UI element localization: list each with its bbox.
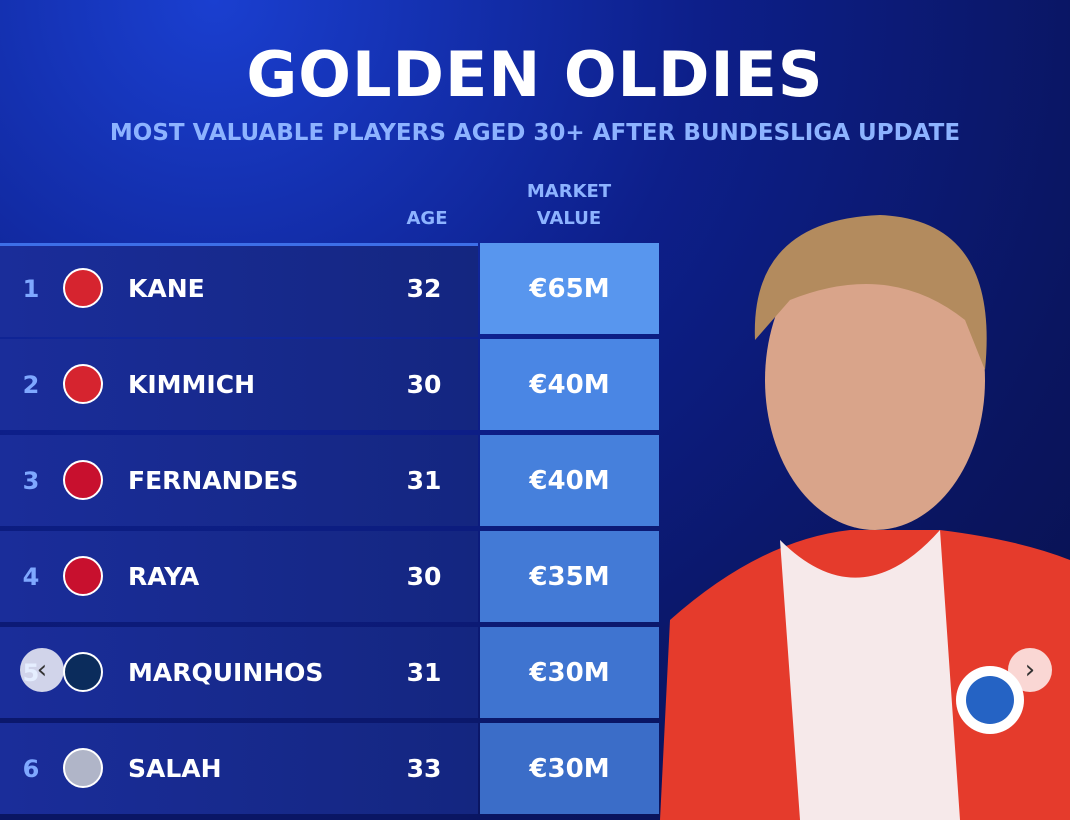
age: 31: [406, 466, 442, 495]
market-value: €65M: [480, 243, 659, 334]
club-logo: [63, 364, 103, 404]
rank: 3: [22, 467, 40, 495]
age: 32: [406, 274, 442, 303]
age: 31: [406, 658, 442, 687]
club-logo: [63, 748, 103, 788]
market-value: €40M: [480, 435, 659, 526]
rank: 6: [22, 755, 40, 783]
club-logo: [63, 556, 103, 596]
prev-button[interactable]: ‹: [20, 648, 64, 692]
player-name: KIMMICH: [128, 370, 256, 399]
player-name: SALAH: [128, 754, 222, 783]
market-value: €40M: [480, 339, 659, 430]
market-value: €30M: [480, 723, 659, 814]
column-header: MARKET VALUE: [526, 181, 612, 229]
age: 30: [406, 562, 442, 591]
rank: 4: [22, 563, 40, 591]
column-header: AGE: [406, 208, 448, 229]
next-button[interactable]: ›: [1008, 648, 1052, 692]
market-value: €35M: [480, 531, 659, 622]
player-name: RAYA: [128, 562, 200, 591]
market-value: €30M: [480, 627, 659, 718]
club-logo: [63, 652, 103, 692]
club-logo: [63, 268, 103, 308]
club-logo: [63, 460, 103, 500]
age: 30: [406, 370, 442, 399]
player-photo: [660, 215, 1070, 820]
age: 33: [406, 754, 442, 783]
title: GOLDEN OLDIES: [246, 38, 824, 111]
player-name: FERNANDES: [128, 466, 299, 495]
player-name: KANE: [128, 274, 205, 303]
rank: 2: [22, 371, 40, 399]
player-name: MARQUINHOS: [128, 658, 324, 687]
subtitle: MOST VALUABLE PLAYERS AGED 30+ AFTER BUN…: [109, 120, 961, 146]
rank: 1: [22, 275, 40, 303]
